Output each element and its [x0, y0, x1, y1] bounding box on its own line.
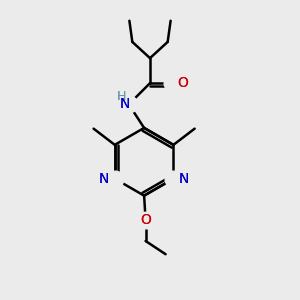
Text: N: N: [179, 172, 189, 186]
Text: N: N: [120, 98, 130, 111]
Text: O: O: [177, 76, 188, 90]
Text: O: O: [177, 76, 188, 90]
Text: O: O: [140, 213, 151, 227]
Text: H: H: [117, 90, 126, 103]
Text: N: N: [99, 172, 110, 186]
Text: N: N: [179, 172, 189, 186]
Text: N: N: [120, 98, 130, 111]
Text: H: H: [117, 90, 126, 103]
Text: N: N: [99, 172, 110, 186]
Text: O: O: [140, 213, 151, 227]
